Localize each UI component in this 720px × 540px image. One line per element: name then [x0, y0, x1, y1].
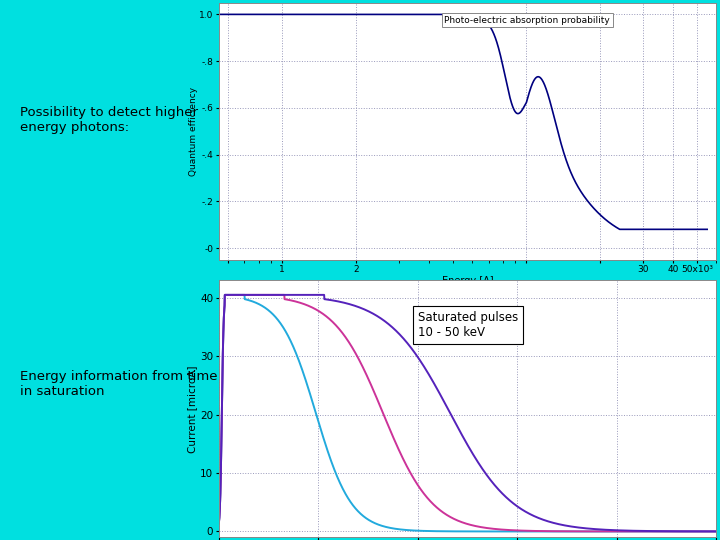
Text: Possibility to detect higher
energy photons:: Possibility to detect higher energy phot… — [20, 105, 198, 133]
Y-axis label: Current [microA]: Current [microA] — [187, 365, 197, 453]
Text: Saturated pulses
10 - 50 keV: Saturated pulses 10 - 50 keV — [418, 311, 518, 339]
Y-axis label: Quantum efficiency: Quantum efficiency — [189, 86, 197, 176]
Text: Energy information from time
in saturation: Energy information from time in saturati… — [20, 370, 217, 398]
Text: Photo-electric absorption probability: Photo-electric absorption probability — [444, 16, 611, 24]
X-axis label: Energy [A]: Energy [A] — [442, 275, 493, 286]
